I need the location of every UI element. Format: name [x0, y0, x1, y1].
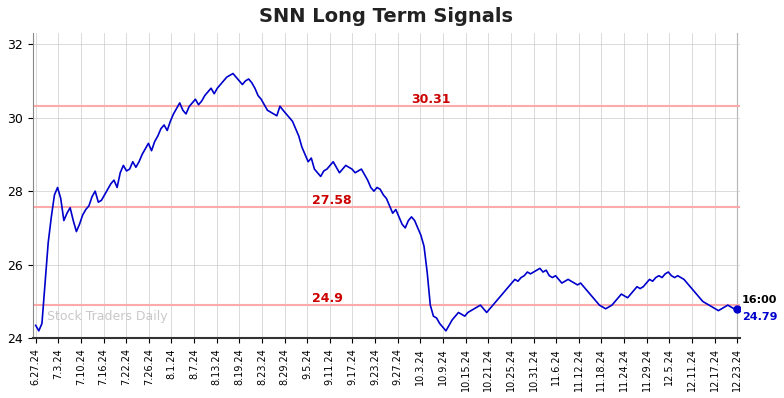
Text: 30.31: 30.31: [412, 93, 451, 106]
Text: 24.79: 24.79: [742, 312, 777, 322]
Text: 24.9: 24.9: [312, 292, 343, 305]
Text: 27.58: 27.58: [312, 193, 352, 207]
Title: SNN Long Term Signals: SNN Long Term Signals: [260, 7, 514, 26]
Text: Stock Traders Daily: Stock Traders Daily: [47, 310, 167, 323]
Text: 16:00: 16:00: [742, 295, 777, 305]
